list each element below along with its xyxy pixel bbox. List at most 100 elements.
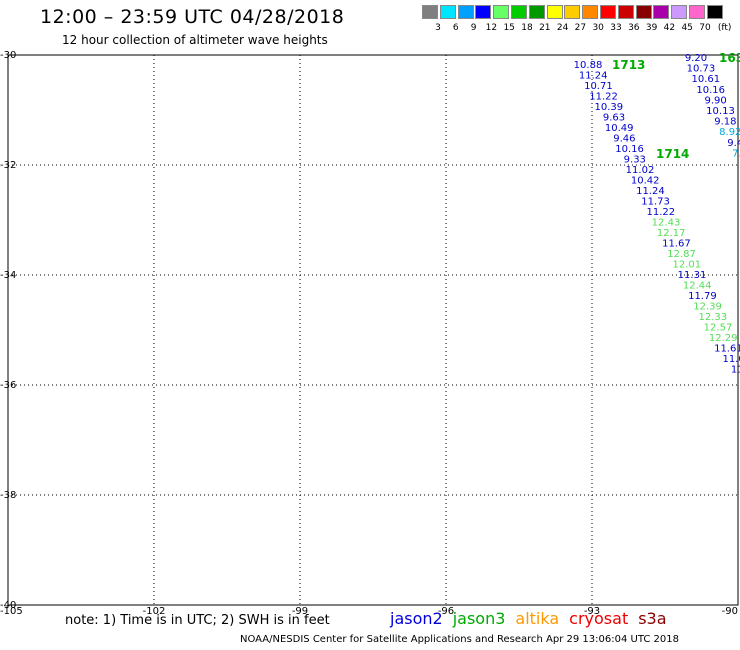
track-time-label: 1714 [656, 147, 689, 161]
longitude-label: -102 [143, 606, 166, 617]
wave-height-value: 9.90 [704, 95, 726, 106]
scale-label: 9 [470, 23, 477, 33]
scale-swatch [546, 5, 563, 19]
wave-height-value: 12.57 [704, 323, 733, 334]
map-frame [7, 54, 739, 606]
scale-swatch [689, 5, 705, 19]
wave-height-value: 11.67 [662, 239, 691, 250]
scale-swatch [422, 5, 438, 19]
scale-label: 27 [574, 23, 587, 33]
satellite-legend-item: s3a [638, 609, 667, 628]
latitude-label: -32 [0, 160, 16, 171]
wave-height-value: 10.49 [605, 123, 634, 134]
scale-swatch [439, 5, 456, 19]
wave-height-value: 9.18 [714, 117, 736, 128]
scale-swatch [511, 5, 527, 19]
scale-label: 42 [663, 23, 676, 33]
wave-height-value: 7.9 [732, 148, 740, 159]
page-subtitle: 12 hour collection of altimeter wave hei… [62, 33, 328, 47]
wave-height-value: 10.39 [594, 102, 623, 113]
satellite-legend-item: jason2 [390, 609, 443, 628]
track-time-label: 1713 [612, 58, 645, 72]
wave-height-value: 10.16 [696, 85, 725, 96]
scale-label: 70 [699, 23, 711, 33]
scale-swatch [582, 5, 599, 19]
wave-height-value: 10.61 [691, 74, 720, 85]
wave-height-value: 12.44 [683, 281, 712, 292]
scale-swatch [617, 5, 634, 19]
scale-label: 45 [681, 23, 693, 33]
satellite-legend-item: jason3 [452, 609, 506, 628]
wave-height-value: 9.33 [624, 155, 646, 166]
footer-credit: NOAA/NESDIS Center for Satellite Applica… [240, 634, 679, 645]
wave-height-value: 9.46 [613, 134, 635, 145]
wave-height-value: 11.22 [589, 92, 618, 103]
wave-height-value: 10.16 [615, 144, 644, 155]
longitude-label: -90 [722, 606, 738, 617]
scale-swatch [564, 5, 581, 19]
longitude-label: -105 [0, 606, 23, 617]
wave-height-value: 12.43 [652, 218, 681, 229]
scale-label: 12 [485, 23, 498, 33]
wave-height-value: 9.20 [685, 53, 707, 64]
scale-swatch [671, 5, 688, 19]
scale-label: 33 [610, 23, 622, 33]
wave-height-value: 10.13 [706, 106, 735, 117]
longitude-label: -93 [584, 606, 600, 617]
wave-height-value: 10.88 [574, 60, 603, 71]
wave-height-value: 11.24 [579, 71, 608, 82]
scale-swatch [706, 5, 723, 19]
wave-height-value: 11.02 [626, 165, 655, 176]
wave-height-value: 10.73 [687, 64, 716, 75]
latitude-label: -34 [0, 270, 16, 281]
scale-swatch [475, 5, 492, 19]
longitude-label: -99 [292, 606, 308, 617]
scale-swatch [635, 5, 652, 19]
wave-height-value: 11.79 [688, 291, 717, 302]
satellite-legend-item: cryosat [569, 609, 629, 628]
scale-swatch [600, 5, 616, 19]
wave-height-value: 12.87 [667, 249, 696, 260]
footer-note: note: 1) Time is in UTC; 2) SWH is in fe… [65, 613, 330, 628]
wave-height-value: 11. [731, 365, 740, 376]
latitude-label: -36 [0, 380, 16, 391]
wave-height-value: 12.17 [657, 228, 686, 239]
page-title: 12:00 – 23:59 UTC 04/28/2018 [40, 6, 345, 28]
wave-height-value: 12.39 [693, 302, 722, 313]
wave-height-value: 12.01 [672, 260, 701, 271]
scale-swatch [493, 5, 510, 19]
wave-height-value: 11.73 [641, 197, 670, 208]
scale-label: 3 [435, 23, 441, 33]
scale-label: 39 [645, 23, 658, 33]
scale-unit: (ft) [717, 23, 732, 33]
satellite-legend: jason2 jason3 altika cryosat s3a [390, 609, 677, 628]
latitude-label: -40 [0, 600, 16, 611]
longitude-label: -96 [438, 606, 454, 617]
wave-height-value: 10.42 [631, 176, 660, 187]
scale-swatch [653, 5, 670, 19]
wave-height-value: 8.92 [719, 127, 740, 138]
scale-swatch [528, 5, 545, 19]
wave-height-value: 11.61 [714, 344, 740, 355]
wave-height-value: 9.63 [603, 113, 625, 124]
wave-height-value: 12.29 [709, 333, 738, 344]
latitude-label: -38 [0, 490, 16, 501]
wave-height-value: 11.0 [722, 354, 740, 365]
wave-height-value: 12.33 [698, 312, 727, 323]
scale-label: 15 [503, 23, 515, 33]
scale-label: 24 [556, 23, 569, 33]
satellite-legend-item: altika [515, 609, 560, 628]
wave-height-value: 9.4 [727, 138, 740, 149]
scale-label: 6 [452, 23, 459, 33]
scale-label: 36 [628, 23, 640, 33]
wave-height-value: 10.71 [584, 81, 613, 92]
scale-label: 30 [592, 23, 604, 33]
wave-height-value: 11.24 [636, 186, 665, 197]
scale-label: 18 [521, 23, 533, 33]
latitude-label: -30 [0, 50, 16, 61]
scale-label: 21 [539, 23, 551, 33]
wave-height-value: 11.31 [678, 270, 707, 281]
scale-swatch [457, 5, 474, 19]
track-time-label: 163 [719, 51, 740, 65]
